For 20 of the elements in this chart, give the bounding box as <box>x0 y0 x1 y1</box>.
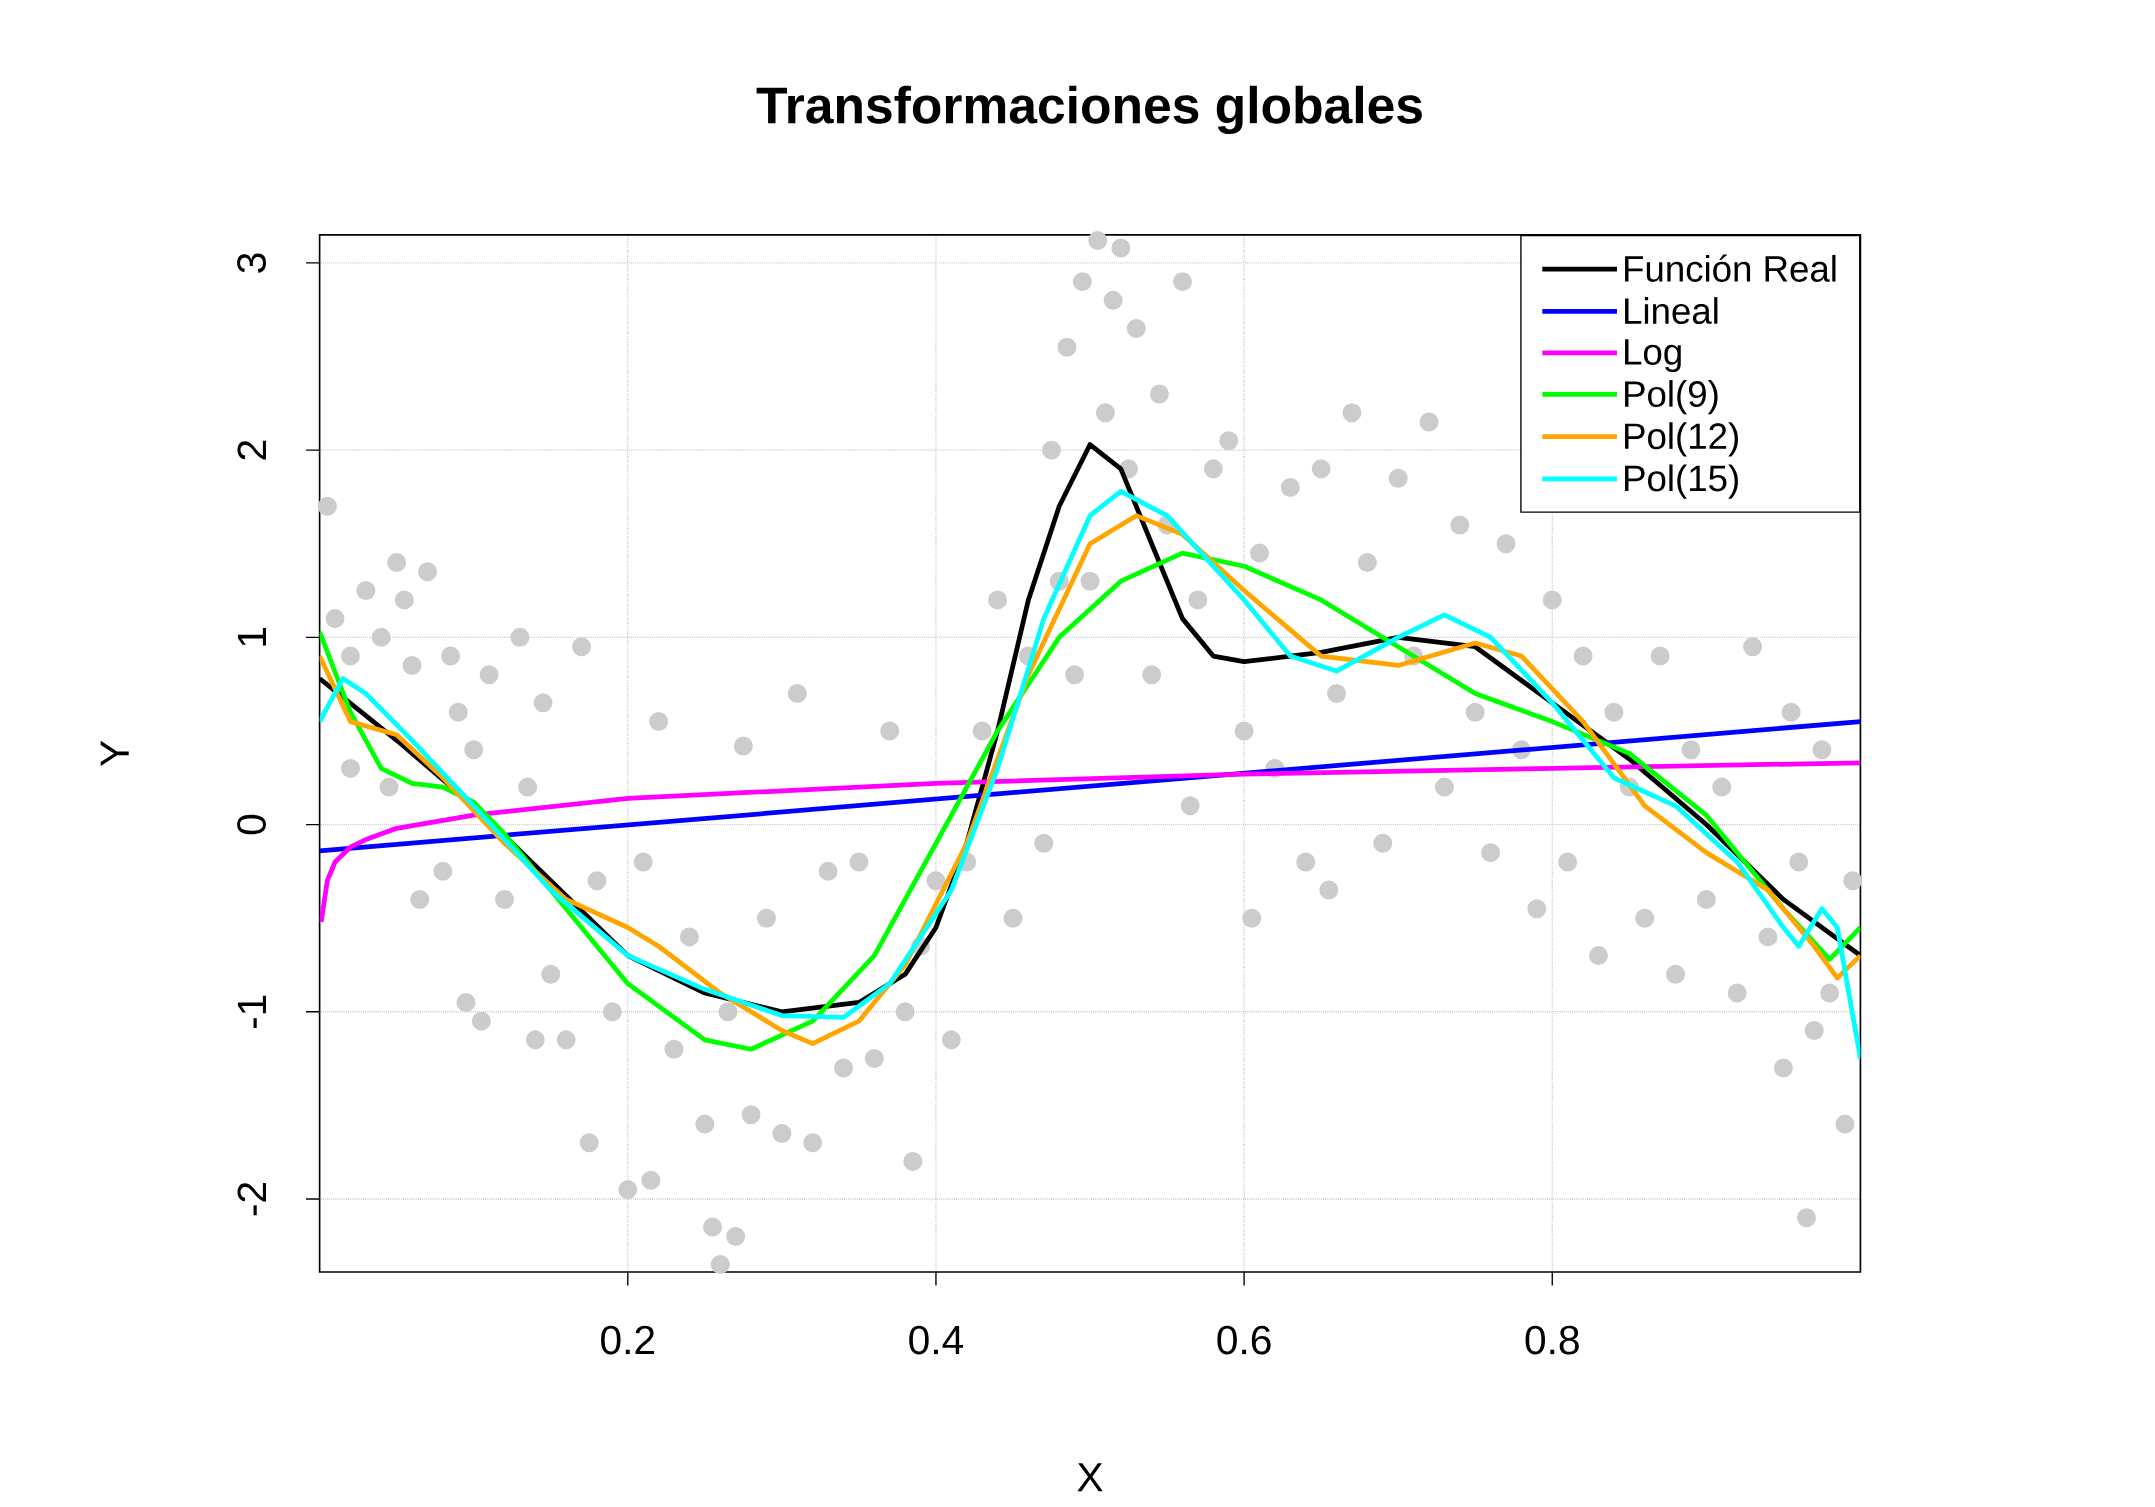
y-tick-label: 2 <box>237 440 266 460</box>
legend-label: Pol(15) <box>1625 464 1738 499</box>
y-tick-label: 0 <box>237 814 266 835</box>
y-tick-label: -2 <box>237 1183 266 1216</box>
x-tick-label: 0.6 <box>1217 1325 1271 1355</box>
y-tick-label: 1 <box>237 628 266 646</box>
y-axis-title: Y <box>100 740 129 767</box>
y-tick-label: -1 <box>237 995 266 1029</box>
x-tick-label: 0.8 <box>1525 1325 1579 1355</box>
x-tick-label: 0.2 <box>601 1325 655 1355</box>
y-tick-label: 3 <box>237 253 266 273</box>
legend-label: Pol(9) <box>1625 380 1718 415</box>
chart-title: Transformaciones globales <box>756 85 1422 135</box>
x-tick-label: 0.4 <box>909 1325 964 1355</box>
legend-label: Lineal <box>1625 297 1718 325</box>
line-series <box>319 760 1861 925</box>
legend-label: Función Real <box>1625 254 1836 282</box>
legend-label: Log <box>1625 339 1681 373</box>
x-axis-title: X <box>1077 1463 1103 1492</box>
legend-label: Pol(12) <box>1625 422 1738 457</box>
